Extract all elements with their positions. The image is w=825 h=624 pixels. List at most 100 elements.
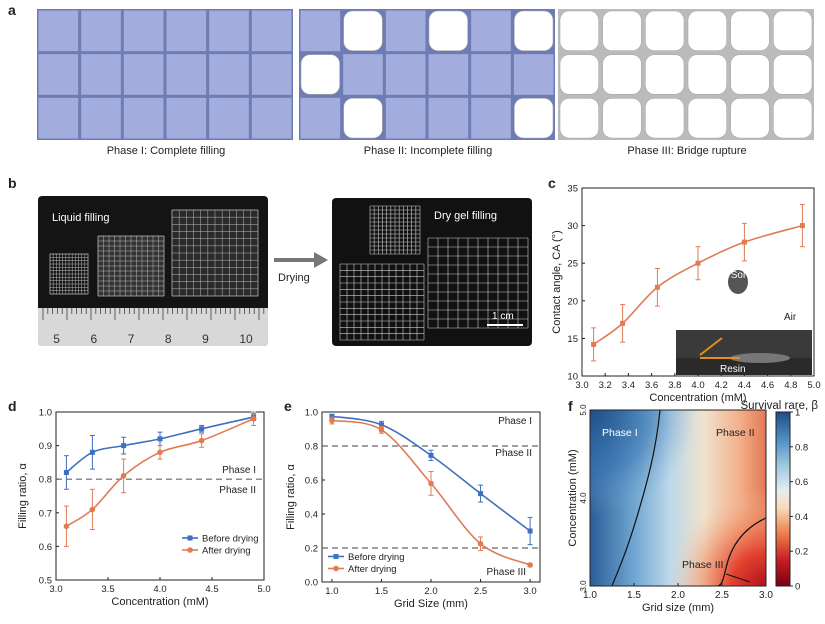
empty-cell: [300, 54, 340, 95]
data-point: [329, 413, 335, 419]
data-point: [121, 443, 127, 449]
filled-cell: [300, 97, 341, 139]
ruler-number: 7: [127, 332, 135, 346]
y-tick-label: 0.4: [305, 510, 318, 521]
x-axis-label: Grid Size (mm): [394, 598, 468, 610]
empty-cell: [773, 98, 813, 139]
filled-cell: [209, 54, 249, 95]
y-axis-label: Contact angle, CA (°): [551, 230, 563, 333]
y-tick-label: 0.8: [305, 442, 318, 453]
empty-cell: [602, 10, 642, 51]
data-point: [198, 437, 205, 444]
drying-arrow-icon: [274, 252, 328, 268]
filled-cell: [209, 10, 249, 52]
y-tick-label: 0.9: [39, 441, 52, 452]
empty-cell: [687, 10, 727, 51]
colorbar-tick-label: 0.8: [795, 442, 808, 453]
empty-cell: [645, 54, 685, 95]
filled-cell: [38, 54, 79, 95]
filled-cell: [123, 97, 164, 139]
x-tick-label: 4.0: [691, 380, 704, 391]
empty-cell: [773, 10, 813, 51]
colorbar-tick-label: 0: [795, 582, 800, 593]
x-tick-label: 3.0: [523, 586, 536, 597]
x-tick-label: 3.2: [599, 380, 612, 391]
colorbar: [775, 411, 791, 587]
data-point: [89, 506, 96, 513]
empty-cell: [730, 54, 770, 95]
filled-cell: [385, 54, 426, 95]
x-tick-label: 4.5: [205, 584, 218, 595]
series-line: [65, 417, 254, 527]
legend-label: Before drying: [348, 552, 405, 563]
empty-cell: [428, 10, 468, 51]
y-tick-label: 30: [567, 221, 578, 232]
filled-cell: [38, 97, 79, 139]
data-point: [527, 562, 533, 568]
data-point: [741, 239, 747, 245]
data-point: [63, 469, 69, 475]
empty-cell: [687, 98, 727, 139]
x-tick-label: 2.0: [671, 590, 685, 601]
filled-cell: [166, 54, 207, 95]
inset-label-resin: Resin: [720, 364, 746, 375]
filled-cell: [81, 10, 121, 52]
panel-label-c: c: [548, 175, 556, 191]
x-axis-label: Concentration (mM): [111, 596, 208, 608]
y-tick-label: 0.6: [39, 542, 52, 553]
filled-cell: [471, 97, 511, 139]
x-tick-label: 3.0: [49, 584, 62, 595]
region-label: Phase I: [602, 427, 638, 439]
grid-phase-2: [299, 9, 555, 140]
phase-label: Phase II: [495, 448, 532, 459]
filled-cell: [513, 54, 554, 95]
series-line: [593, 224, 803, 346]
ruler-number: 6: [90, 332, 98, 346]
data-point: [428, 452, 434, 458]
empty-cell: [645, 98, 685, 139]
y-tick-label: 0.7: [39, 508, 52, 519]
filled-cell: [300, 10, 341, 52]
ruler-numbers: 5 6 7 8 9 10: [38, 332, 268, 346]
legend-marker: [333, 554, 339, 559]
filled-cell: [385, 97, 426, 139]
data-point: [250, 415, 257, 422]
legend-marker: [333, 565, 339, 572]
resin-layer: [676, 358, 812, 375]
filled-cell: [81, 97, 121, 139]
ruler-number: 5: [53, 332, 60, 346]
empty-cell: [514, 10, 554, 51]
x-tick-label: 4.0: [153, 584, 166, 595]
legend-label: After drying: [348, 564, 397, 575]
data-point: [89, 449, 95, 455]
panel-label-b: b: [8, 175, 17, 191]
x-tick-label: 2.5: [715, 590, 729, 601]
phase-1-caption: Phase I: Complete filling: [106, 145, 226, 157]
filling-ratio-concentration-chart: 3.0 3.5 4.0 4.5 5.0 0.5 0.6 0.7 0.8 0.9 1.0 Concent…: [17, 408, 271, 609]
y-tick-label: 0.6: [305, 476, 318, 487]
y-tick-label: 3.0: [579, 580, 588, 592]
tangent-line: [699, 337, 723, 356]
empty-cell: [602, 54, 642, 95]
data-point: [428, 480, 434, 487]
x-tick-label: 5.0: [257, 584, 270, 595]
droplet: [730, 353, 790, 363]
x-tick-label: 5.0: [807, 380, 820, 391]
region-label: Phase II: [716, 427, 755, 439]
phase-label: Phase I: [222, 465, 256, 476]
data-point: [120, 473, 127, 479]
phase-boundary-contour: [717, 517, 767, 587]
phase-boundary-contour: [611, 409, 661, 587]
x-tick-label: 2.0: [424, 586, 437, 597]
empty-cell: [559, 54, 599, 95]
empty-cell: [645, 10, 685, 51]
scale-bar: [487, 324, 523, 326]
inset-label-sol: Sol: [731, 270, 745, 281]
empty-cell: [773, 54, 813, 95]
filled-cell: [251, 10, 292, 52]
filled-cell: [123, 10, 164, 52]
x-tick-label: 4.2: [715, 380, 728, 391]
drying-label: Drying: [278, 272, 310, 284]
empty-cell: [559, 98, 599, 139]
empty-cell: [602, 98, 642, 139]
